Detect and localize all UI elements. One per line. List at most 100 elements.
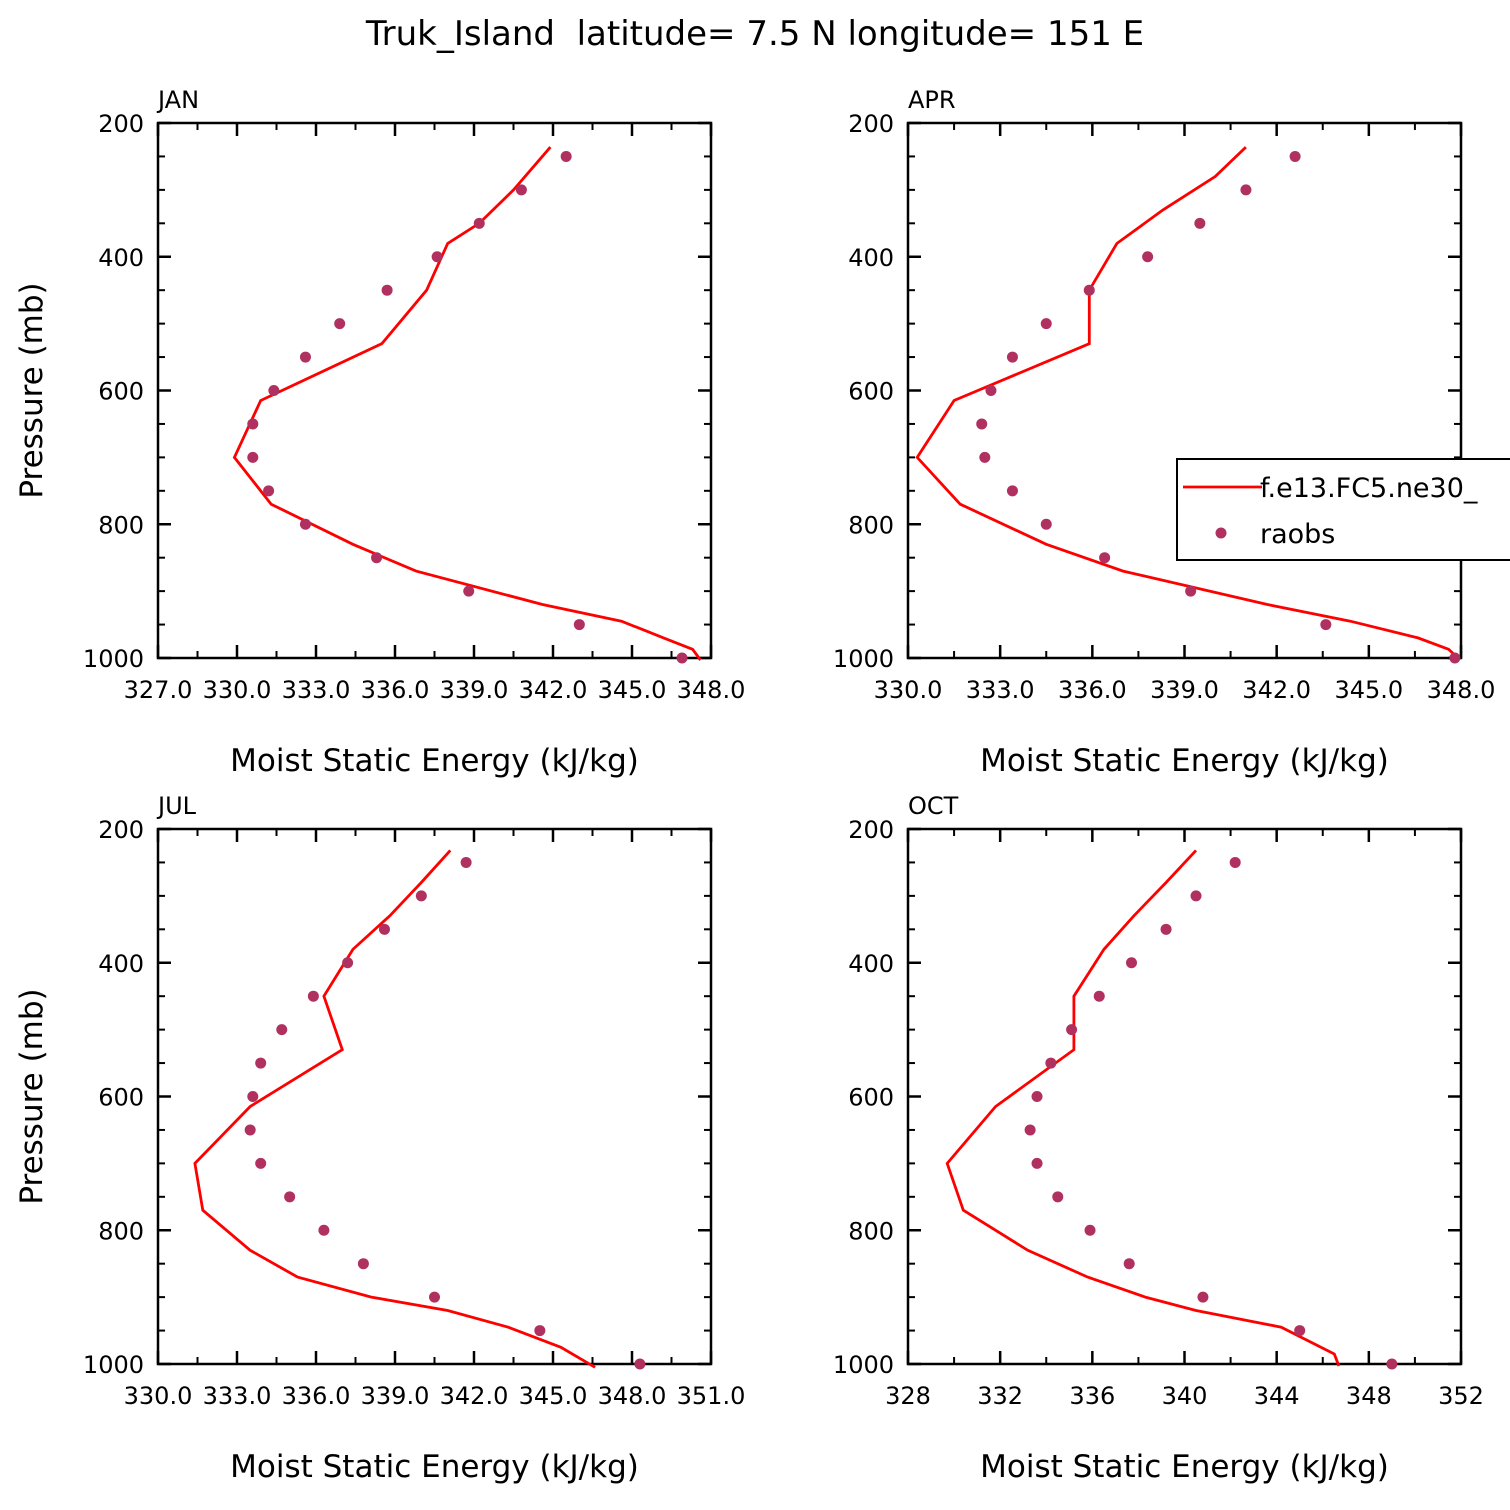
raobs-point-apr: [1185, 585, 1197, 597]
y-tick-label-oct: 400: [848, 950, 894, 978]
raobs-point-jul: [244, 1124, 256, 1136]
x-tick-label-apr: 345.0: [1334, 676, 1403, 704]
raobs-point-apr: [1240, 184, 1252, 196]
raobs-point-jan: [515, 184, 527, 196]
raobs-point-jul: [429, 1291, 440, 1303]
legend: f.e13.FC5.ne30_raobs: [1176, 458, 1510, 561]
raobs-point-oct: [1031, 1157, 1043, 1169]
raobs-point-apr: [1142, 251, 1154, 263]
y-tick-label-oct: 200: [848, 816, 894, 844]
raobs-point-apr: [1099, 552, 1111, 564]
x-tick-label-jan: 327.0: [124, 676, 193, 704]
raobs-point-jul: [415, 890, 427, 902]
raobs-point-apr: [1006, 485, 1018, 497]
figure-title: Truk_Island latitude= 7.5 N longitude= 1…: [365, 14, 1144, 54]
y-axis-label-jan: Pressure (mb): [14, 282, 50, 498]
x-tick-label-apr: 330.0: [874, 676, 943, 704]
x-tick-label-jan: 348.0: [677, 676, 746, 704]
raobs-point-jan: [334, 318, 346, 330]
raobs-point-oct: [1031, 1091, 1043, 1102]
x-tick-label-jan: 336.0: [361, 676, 430, 704]
x-tick-label-apr: 333.0: [966, 676, 1035, 704]
raobs-point-oct: [1386, 1358, 1398, 1370]
y-axis-label-jul: Pressure (mb): [14, 988, 50, 1204]
raobs-point-apr: [1194, 217, 1206, 229]
raobs-point-apr: [1449, 652, 1461, 664]
y-tick-label-jan: 800: [98, 511, 144, 539]
panel-title-jan: JAN: [156, 86, 199, 114]
raobs-point-apr: [979, 451, 991, 463]
raobs-point-jan: [560, 150, 572, 162]
raobs-point-oct: [1052, 1191, 1064, 1203]
raobs-point-oct: [1045, 1057, 1057, 1069]
raobs-point-jul: [357, 1258, 369, 1270]
x-tick-label-jul: 336.0: [282, 1382, 351, 1410]
y-tick-label-apr: 800: [848, 511, 894, 539]
raobs-point-oct: [1123, 1258, 1135, 1270]
y-tick-label-jul: 1000: [83, 1351, 144, 1379]
x-tick-label-oct: 332: [977, 1382, 1023, 1410]
x-tick-label-oct: 348: [1346, 1382, 1392, 1410]
raobs-point-jul: [255, 1157, 267, 1169]
y-tick-label-oct: 1000: [833, 1351, 894, 1379]
raobs-point-jul: [276, 1024, 288, 1036]
y-tick-label-apr: 600: [848, 378, 894, 406]
raobs-point-oct: [1294, 1325, 1306, 1337]
x-tick-label-apr: 339.0: [1150, 676, 1219, 704]
raobs-point-jan: [381, 284, 393, 296]
plot-frame-jan: [156, 121, 713, 660]
raobs-point-jan: [676, 652, 688, 664]
x-tick-label-apr: 336.0: [1058, 676, 1127, 704]
raobs-point-jul: [534, 1325, 546, 1337]
raobs-point-jan: [299, 518, 311, 530]
raobs-point-jan: [299, 351, 311, 363]
legend-model-label: f.e13.FC5.ne30_: [1260, 473, 1478, 504]
raobs-point-oct: [1024, 1124, 1036, 1136]
panel-jan: JAN 327.0 330.0 333.0 336.0 339.0 342.0 345.0 34…: [14, 86, 745, 779]
raobs-point-oct: [1066, 1024, 1078, 1036]
raobs-point-jul: [307, 990, 319, 1002]
y-tick-label-jul: 600: [98, 1084, 144, 1112]
x-tick-label-jul: 342.0: [440, 1382, 509, 1410]
x-tick-label-jul: 339.0: [361, 1382, 430, 1410]
raobs-point-oct: [1197, 1291, 1209, 1303]
y-tick-label-jul: 800: [98, 1217, 144, 1245]
y-tick-label-jan: 400: [98, 244, 144, 272]
legend-obs-swatch: [1215, 527, 1227, 539]
raobs-point-oct: [1229, 856, 1241, 868]
x-tick-label-oct: 352: [1438, 1382, 1484, 1410]
x-tick-label-apr: 342.0: [1242, 676, 1311, 704]
x-tick-label-jul: 345.0: [519, 1382, 588, 1410]
legend-obs-label: raobs: [1260, 519, 1335, 550]
raobs-point-jan: [573, 619, 585, 631]
x-axis-label-jan: Moist Static Energy (kJ/kg): [230, 743, 639, 779]
raobs-point-apr: [976, 418, 988, 430]
panel-apr: APR 330.0 333.0 336.0 339.0 342.0 345.0 348.0 20…: [833, 86, 1510, 779]
legend-box: [1176, 458, 1510, 561]
x-tick-label-jan: 342.0: [519, 676, 588, 704]
panel-title-apr: APR: [908, 86, 956, 114]
x-axis-label-oct: Moist Static Energy (kJ/kg): [980, 1449, 1389, 1485]
model-profile-line-oct: [945, 849, 1341, 1367]
raobs-point-jan: [371, 552, 383, 564]
raobs-point-apr: [1289, 150, 1301, 162]
raobs-point-apr: [985, 385, 997, 396]
raobs-point-jul: [342, 957, 354, 969]
raobs-point-oct: [1126, 957, 1138, 969]
panel-title-jul: JUL: [156, 792, 197, 820]
raobs-point-jan: [473, 217, 485, 229]
raobs-point-apr: [1006, 351, 1018, 363]
raobs-point-oct: [1160, 923, 1172, 935]
y-tick-label-jan: 600: [98, 378, 144, 406]
x-tick-label-apr: 348.0: [1427, 676, 1496, 704]
panel-oct: OCT 328 332 336 340 344 348 352 200 400 600 800 1000…: [833, 792, 1484, 1485]
y-tick-label-oct: 600: [848, 1084, 894, 1112]
plot-frame-oct: [906, 827, 1463, 1366]
x-tick-label-jul: 351.0: [677, 1382, 746, 1410]
y-tick-label-jul: 200: [98, 816, 144, 844]
raobs-point-apr: [1040, 318, 1052, 330]
raobs-point-jul: [284, 1191, 296, 1203]
x-tick-label-jul: 330.0: [124, 1382, 193, 1410]
raobs-point-jul: [255, 1057, 267, 1069]
